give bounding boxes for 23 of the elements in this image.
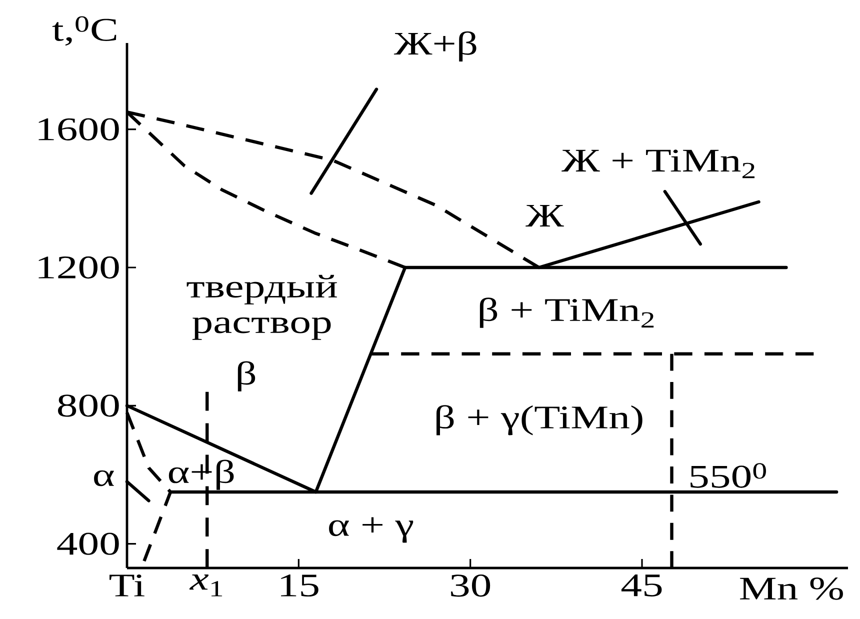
y-tick-label: 800 bbox=[58, 394, 119, 417]
annotation: Ж+β bbox=[394, 31, 476, 62]
x-tick-label: Ti bbox=[110, 574, 144, 596]
annotation: раствор bbox=[192, 317, 331, 340]
y-tick-label: 1600 bbox=[38, 118, 119, 140]
annotation: 550$^{0}$ bbox=[690, 463, 766, 488]
text: α bbox=[94, 470, 114, 486]
annotation: твердый bbox=[186, 274, 337, 304]
annotation: β + γ(TiMn) bbox=[436, 405, 642, 436]
x-axis-title: Mn % bbox=[740, 578, 843, 600]
annotation: x$_{1}$ bbox=[189, 574, 222, 596]
annotation: β bbox=[238, 361, 256, 392]
annotation: Ж + TiMn$_{2}$ bbox=[562, 150, 754, 178]
y-tick-label: 1200 bbox=[38, 256, 119, 279]
x-tick-label: 15 bbox=[281, 574, 318, 597]
annotation: β + TiMn$_{2}$ bbox=[480, 298, 654, 328]
annotation: α+β bbox=[168, 460, 234, 490]
y-tick-label: 400 bbox=[57, 532, 119, 555]
y-axis-title: t,$^{0}$C bbox=[52, 16, 116, 46]
x-tick-label: 45 bbox=[621, 574, 662, 596]
x-tick-label: 30 bbox=[451, 574, 490, 597]
annotation: Ж bbox=[526, 204, 564, 226]
annotation: α + γ bbox=[329, 517, 414, 543]
